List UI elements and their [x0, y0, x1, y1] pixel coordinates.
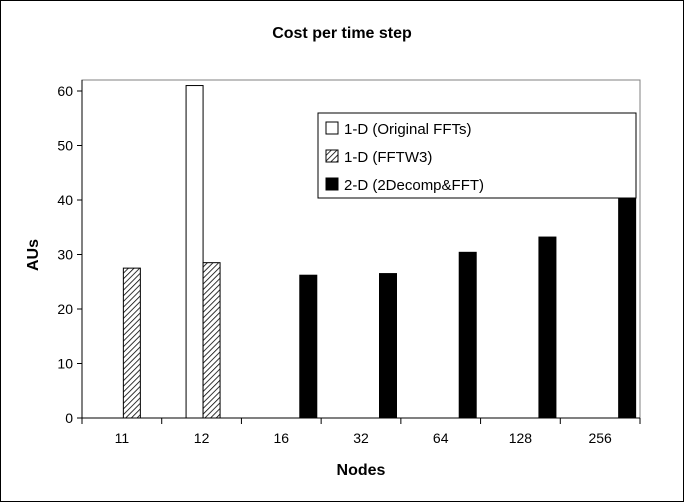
x-tick-label: 11 [115, 430, 130, 446]
x-tick-label: 32 [353, 430, 369, 446]
y-axis-title: AUs [25, 239, 42, 271]
x-tick-label: 64 [433, 430, 449, 446]
bar [122, 267, 141, 419]
legend-swatch [325, 177, 339, 191]
bar [299, 274, 318, 419]
legend-swatch [325, 121, 339, 135]
bar [379, 273, 397, 419]
y-tick-label: 50 [57, 138, 73, 154]
y-tick-label: 0 [65, 410, 73, 426]
y-tick-label: 60 [57, 83, 73, 99]
x-tick-label: 256 [588, 430, 612, 446]
x-tick-label: 12 [194, 430, 210, 446]
legend-label: 2-D (2Decomp&FFT) [344, 177, 484, 194]
bar [185, 85, 204, 419]
x-tick-label: 16 [273, 430, 289, 446]
axes-group: 0 10 20 30 40 50 60 11 12 16 32 64 128 256 [57, 80, 641, 446]
x-tick-label: 128 [509, 430, 533, 446]
legend-box [317, 112, 637, 199]
bar [618, 197, 637, 419]
bar [458, 251, 477, 419]
y-tick-label: 20 [57, 301, 73, 317]
x-axis-title: Nodes [337, 462, 386, 479]
bar [202, 262, 221, 419]
y-tick-label: 40 [57, 192, 73, 208]
y-tick-label: 30 [57, 247, 73, 263]
legend-label: 1-D (Original FFTs) [344, 121, 472, 138]
bar [538, 236, 557, 419]
y-tick-label: 10 [57, 356, 73, 372]
chart-title: Cost per time step [272, 25, 412, 42]
legend: 1-D (Original FFTs) 1-D (FFTW3) 2-D (2Deco… [317, 112, 637, 199]
bars-group [122, 85, 637, 419]
legend-swatch [325, 149, 339, 163]
legend-label: 1-D (FFTW3) [344, 149, 432, 166]
